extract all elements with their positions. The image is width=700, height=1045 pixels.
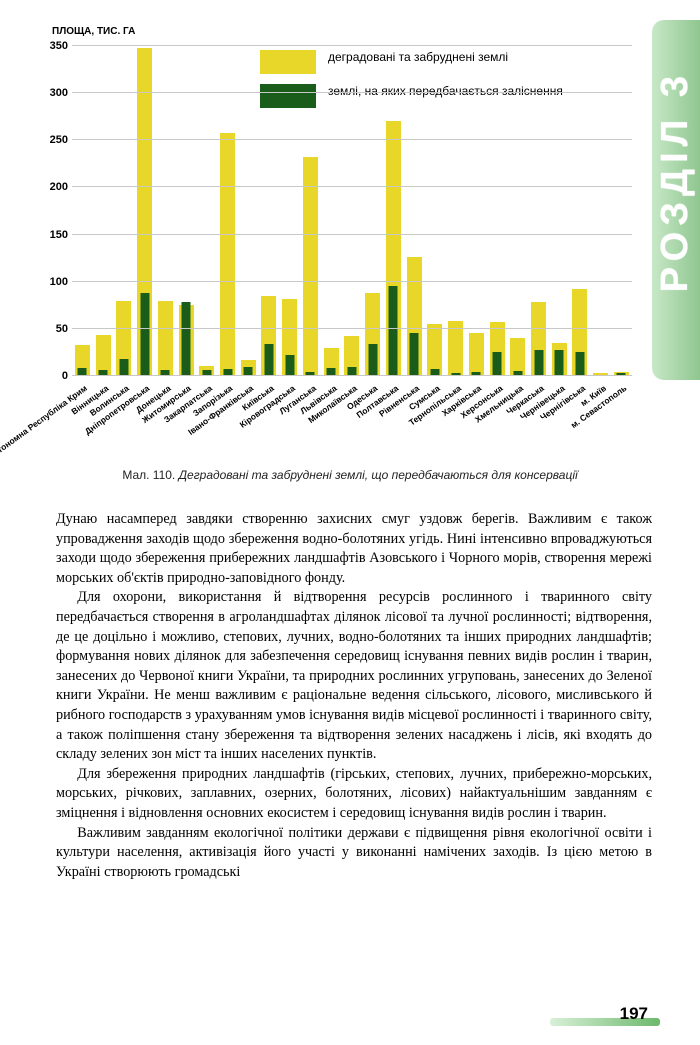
- bar-group: [445, 46, 466, 376]
- bar-outer: [220, 133, 235, 376]
- bar-group: [279, 46, 300, 376]
- degraded-lands-chart: ПЛОЩА, ТИС. ГА деградовані та забруднені…: [26, 20, 656, 460]
- grid-line: [72, 186, 632, 187]
- page-number: 197: [620, 1004, 648, 1024]
- bar-group: [466, 46, 487, 376]
- bar-group: [93, 46, 114, 376]
- grid-line: [72, 328, 632, 329]
- grid-line: [72, 375, 632, 376]
- bar-group: [362, 46, 383, 376]
- bar-inner: [534, 350, 543, 376]
- bar-outer: [531, 302, 546, 376]
- bar-outer: [344, 336, 359, 376]
- bar-outer: [365, 293, 380, 376]
- bar-outer: [469, 333, 484, 376]
- grid-line: [72, 92, 632, 93]
- bar-inner: [493, 352, 502, 377]
- bar-group: [72, 46, 93, 376]
- section-side-tab: РОЗДІЛ 3: [652, 20, 700, 380]
- bar-inner: [140, 293, 149, 376]
- grid-line: [72, 139, 632, 140]
- bar-outer: [552, 343, 567, 376]
- bar-inner: [410, 333, 419, 376]
- bar-group: [321, 46, 342, 376]
- bar-group: [342, 46, 363, 376]
- y-tick-label: 50: [38, 323, 68, 335]
- caption-text: Деградовані та забруднені землі, що пере…: [179, 468, 578, 482]
- y-tick-label: 350: [38, 40, 68, 52]
- x-axis-labels: Автономна Республіка КримВінницькаВолинс…: [72, 378, 632, 468]
- body-paragraph: Важливим завданням екологічної політики …: [56, 824, 652, 883]
- body-paragraph: Для збереження природних ландшафтів (гір…: [56, 765, 652, 824]
- bar-inner: [575, 352, 584, 376]
- bar-inner: [368, 344, 377, 376]
- y-tick-label: 150: [38, 229, 68, 241]
- bar-group: [383, 46, 404, 376]
- bar-group: [238, 46, 259, 376]
- bar-inner: [389, 286, 398, 377]
- bar-group: [196, 46, 217, 376]
- bar-group: [300, 46, 321, 376]
- body-paragraph: Дунаю насамперед завдяки створенню захис…: [56, 510, 652, 588]
- grid-line: [72, 281, 632, 282]
- bar-group: [155, 46, 176, 376]
- bar-group: [487, 46, 508, 376]
- bar-outer: [158, 301, 173, 376]
- y-axis-title: ПЛОЩА, ТИС. ГА: [52, 26, 135, 37]
- y-tick-label: 100: [38, 276, 68, 288]
- body-text: Дунаю насамперед завдяки створенню захис…: [56, 510, 652, 882]
- bar-outer: [282, 299, 297, 376]
- bar-inner: [285, 355, 294, 376]
- bar-inner: [264, 344, 273, 376]
- bar-group: [217, 46, 238, 376]
- bar-outer: [490, 322, 505, 376]
- y-tick-label: 200: [38, 181, 68, 193]
- body-paragraph: Для охорони, використання й відтворення …: [56, 588, 652, 764]
- bar-outer: [386, 121, 401, 376]
- figure-caption: Мал. 110. Деградовані та забруднені земл…: [60, 468, 640, 482]
- bar-group: [549, 46, 570, 376]
- bar-group: [259, 46, 280, 376]
- chart-bars: [72, 46, 632, 376]
- bar-outer: [572, 289, 587, 376]
- bar-group: [570, 46, 591, 376]
- y-tick-label: 300: [38, 87, 68, 99]
- bar-group: [590, 46, 611, 376]
- bar-group: [424, 46, 445, 376]
- caption-prefix: Мал. 110.: [122, 468, 178, 482]
- bar-inner: [119, 359, 128, 376]
- bar-outer: [427, 324, 442, 376]
- bar-inner: [555, 350, 564, 376]
- bar-outer: [324, 348, 339, 376]
- chart-plot-area: 050100150200250300350: [72, 46, 632, 376]
- bar-outer: [137, 48, 152, 376]
- x-category-label: Автономна Республіка Крим: [0, 383, 89, 462]
- bar-group: [528, 46, 549, 376]
- page-number-ornament: 197: [550, 1007, 660, 1029]
- y-tick-label: 250: [38, 134, 68, 146]
- bar-outer: [241, 360, 256, 376]
- grid-line: [72, 45, 632, 46]
- grid-line: [72, 234, 632, 235]
- bar-outer: [75, 345, 90, 376]
- bar-group: [176, 46, 197, 376]
- bar-group: [507, 46, 528, 376]
- bar-outer: [510, 338, 525, 376]
- bar-inner: [182, 302, 191, 376]
- y-tick-label: 0: [38, 370, 68, 382]
- bar-group: [113, 46, 134, 376]
- bar-outer: [303, 157, 318, 376]
- section-side-tab-text: РОЗДІЛ 3: [654, 70, 697, 292]
- bar-outer: [407, 257, 422, 376]
- bar-outer: [96, 335, 111, 376]
- bar-group: [134, 46, 155, 376]
- bar-outer: [448, 321, 463, 376]
- bar-group: [611, 46, 632, 376]
- bar-outer: [116, 301, 131, 376]
- bar-outer: [179, 305, 194, 376]
- bar-outer: [261, 296, 276, 376]
- bar-group: [404, 46, 425, 376]
